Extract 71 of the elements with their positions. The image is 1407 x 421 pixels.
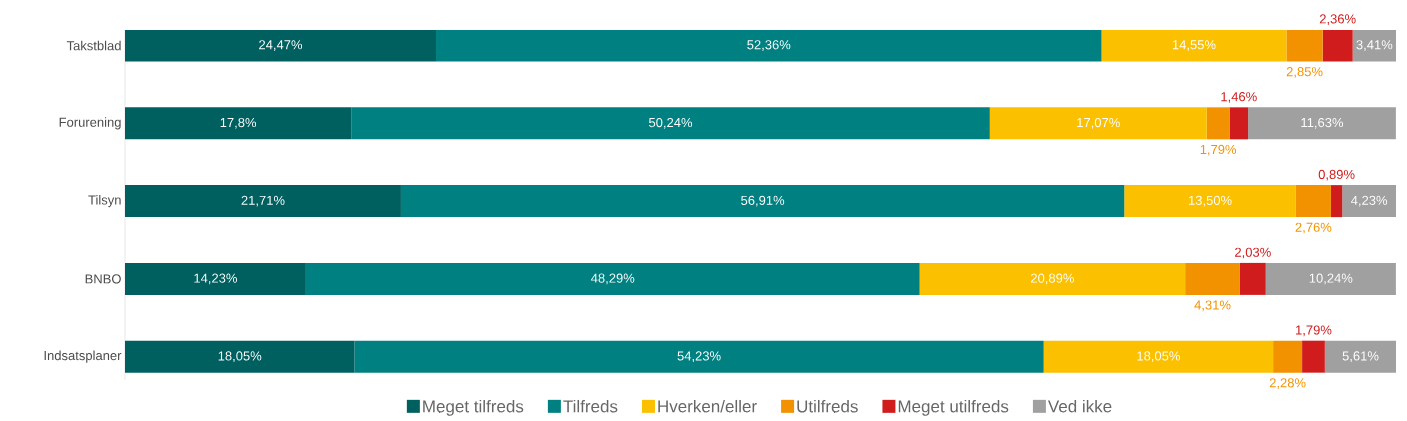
y-tick-label: Takstblad	[66, 40, 121, 51]
data-label: 1,79%	[1200, 144, 1237, 156]
data-label: 1,46%	[1221, 92, 1257, 103]
bar	[1043, 340, 1274, 373]
bar	[1322, 30, 1353, 62]
data-label: 2,03%	[1235, 247, 1271, 259]
bar	[400, 185, 1125, 218]
data-label: 52,36%	[747, 40, 791, 51]
data-label: 2,36%	[1319, 14, 1356, 26]
legend-label: Meget utilfreds	[898, 399, 1009, 416]
bar	[305, 262, 920, 295]
data-label: 54,23%	[677, 351, 721, 363]
bar	[351, 107, 990, 140]
data-label: 56,91%	[741, 195, 785, 207]
data-label: 0,89%	[1318, 169, 1355, 181]
bar	[125, 107, 352, 140]
data-label: 4,31%	[1194, 300, 1231, 312]
legend-label: Ved ikke	[1047, 399, 1112, 413]
legend-label: Hverken/eller	[658, 399, 757, 413]
bar	[1265, 262, 1396, 295]
data-label: 2,76%	[1295, 222, 1332, 234]
bar	[1302, 340, 1325, 373]
data-label: 1,79%	[1296, 325, 1332, 337]
bar	[436, 30, 1102, 62]
data-label: 3,41%	[1356, 40, 1393, 51]
y-tick-label: BNBO	[85, 274, 121, 284]
bar	[1101, 30, 1287, 62]
bar	[1342, 185, 1397, 218]
bar	[1229, 107, 1249, 140]
legend-label: Meget tilfreds	[423, 399, 524, 416]
bar	[1330, 185, 1343, 218]
bar	[125, 340, 355, 373]
bar	[354, 340, 1044, 373]
bar	[989, 107, 1207, 140]
data-label: 5,61%	[1342, 351, 1379, 363]
data-label: 4,23%	[1351, 195, 1388, 207]
data-label: 2,28%	[1269, 378, 1306, 389]
bar	[1239, 262, 1266, 295]
bar	[919, 262, 1186, 295]
data-label: 20,89%	[1031, 273, 1074, 285]
bar	[1206, 107, 1230, 140]
y-tick-label: Forurening	[59, 117, 121, 130]
bar	[1273, 340, 1303, 373]
legend-label: Tilfreds	[563, 399, 618, 413]
bar	[1324, 340, 1397, 373]
bar	[125, 262, 306, 295]
y-tick-label: Tilsyn	[88, 195, 121, 208]
data-label: 2,85%	[1286, 67, 1323, 78]
bar	[1352, 30, 1397, 62]
data-label: 14,55%	[1172, 40, 1216, 51]
data-label: 18,05%	[1137, 351, 1180, 363]
data-label: 13,50%	[1189, 195, 1232, 207]
y-tick-label: Indsatsplaner	[44, 350, 122, 363]
bar	[1286, 30, 1323, 62]
data-label: 24,47%	[259, 40, 303, 51]
data-label: 48,29%	[591, 273, 635, 285]
data-label: 14,23%	[194, 273, 238, 285]
data-label: 50,24%	[648, 117, 693, 129]
bar	[125, 30, 437, 62]
bar	[1185, 262, 1240, 295]
bar	[125, 185, 401, 218]
bar	[1124, 185, 1296, 218]
data-label: 10,24%	[1309, 273, 1353, 285]
data-label: 21,71%	[241, 195, 285, 207]
bar	[1295, 185, 1331, 218]
data-label: 17,07%	[1077, 117, 1120, 129]
data-label: 11,63%	[1301, 117, 1344, 129]
bar	[1248, 107, 1396, 140]
legend-label: Utilfreds	[797, 399, 858, 413]
data-label: 17,8%	[220, 117, 257, 129]
data-label: 18,05%	[218, 351, 262, 363]
